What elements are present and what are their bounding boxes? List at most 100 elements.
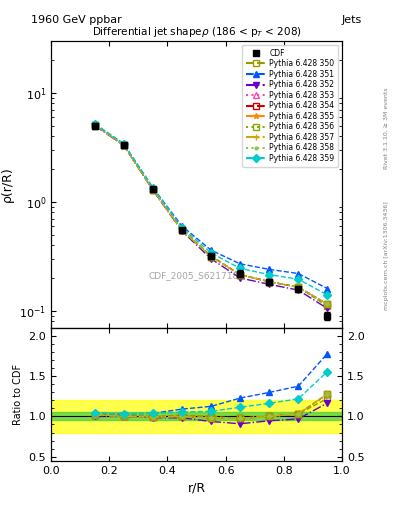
Pythia 6.428 353 (121, 142, 126, 148)
Line: Pythia 6.428 354: Pythia 6.428 354 (92, 122, 330, 307)
Pythia 6.428 350 (325, 303, 330, 309)
Pythia 6.428 354 (325, 301, 330, 307)
Pythia 6.428 351 (267, 266, 272, 272)
Pythia 6.428 354 (267, 279, 272, 285)
Pythia 6.428 351 (151, 185, 155, 191)
Pythia 6.428 358 (325, 301, 330, 307)
Pythia 6.428 359 (151, 185, 155, 191)
Pythia 6.428 354 (151, 187, 155, 193)
Pythia 6.428 359 (180, 225, 184, 231)
Pythia 6.428 353 (267, 279, 272, 285)
Pythia 6.428 356 (180, 227, 184, 233)
Pythia 6.428 357 (92, 122, 97, 128)
Pythia 6.428 352 (209, 256, 213, 262)
Line: Pythia 6.428 357: Pythia 6.428 357 (92, 122, 330, 307)
Pythia 6.428 356 (325, 301, 330, 307)
Pythia 6.428 355 (121, 142, 126, 148)
Pythia 6.428 352 (296, 287, 301, 293)
Pythia 6.428 358 (121, 142, 126, 148)
Pythia 6.428 351 (180, 223, 184, 229)
Pythia 6.428 358 (151, 187, 155, 193)
Pythia 6.428 354 (296, 284, 301, 290)
Pythia 6.428 353 (238, 271, 242, 278)
Pythia 6.428 353 (180, 227, 184, 233)
Pythia 6.428 357 (325, 301, 330, 307)
X-axis label: r/R: r/R (187, 481, 206, 494)
Line: Pythia 6.428 353: Pythia 6.428 353 (92, 122, 330, 307)
Pythia 6.428 355 (238, 271, 242, 278)
Pythia 6.428 355 (209, 253, 213, 260)
Pythia 6.428 357 (180, 227, 184, 233)
Pythia 6.428 358 (267, 279, 272, 285)
Pythia 6.428 353 (296, 284, 301, 290)
Pythia 6.428 351 (325, 286, 330, 292)
Pythia 6.428 353 (209, 253, 213, 260)
Line: Pythia 6.428 358: Pythia 6.428 358 (92, 122, 330, 307)
Pythia 6.428 358 (296, 284, 301, 290)
Line: Pythia 6.428 350: Pythia 6.428 350 (92, 122, 330, 309)
Pythia 6.428 350 (180, 226, 184, 232)
Pythia 6.428 357 (209, 253, 213, 260)
Pythia 6.428 357 (121, 142, 126, 148)
Pythia 6.428 352 (267, 281, 272, 287)
Pythia 6.428 350 (92, 122, 97, 128)
Pythia 6.428 351 (296, 270, 301, 276)
Pythia 6.428 358 (238, 271, 242, 278)
Text: 1960 GeV ppbar: 1960 GeV ppbar (31, 15, 122, 26)
Pythia 6.428 356 (238, 271, 242, 278)
Pythia 6.428 358 (209, 253, 213, 260)
Line: Pythia 6.428 359: Pythia 6.428 359 (92, 121, 330, 297)
Line: Pythia 6.428 351: Pythia 6.428 351 (92, 121, 330, 291)
Line: Pythia 6.428 356: Pythia 6.428 356 (92, 122, 330, 307)
Text: mcplots.cern.ch [arXiv:1306.3436]: mcplots.cern.ch [arXiv:1306.3436] (384, 202, 389, 310)
Pythia 6.428 354 (92, 122, 97, 128)
Pythia 6.428 359 (209, 250, 213, 256)
Pythia 6.428 355 (296, 284, 301, 290)
Pythia 6.428 355 (92, 122, 97, 128)
Pythia 6.428 353 (151, 187, 155, 193)
Line: Pythia 6.428 352: Pythia 6.428 352 (92, 123, 330, 311)
Pythia 6.428 351 (238, 261, 242, 267)
Pythia 6.428 350 (121, 142, 126, 148)
Pythia 6.428 350 (209, 253, 213, 259)
Pythia 6.428 359 (238, 265, 242, 271)
Pythia 6.428 356 (209, 253, 213, 260)
Pythia 6.428 350 (238, 271, 242, 278)
Pythia 6.428 359 (92, 121, 97, 127)
Pythia 6.428 356 (151, 187, 155, 193)
Pythia 6.428 359 (267, 271, 272, 278)
Pythia 6.428 351 (209, 247, 213, 253)
Pythia 6.428 352 (180, 228, 184, 234)
Text: Jets: Jets (341, 15, 362, 26)
Text: Rivet 3.1.10, ≥ 3M events: Rivet 3.1.10, ≥ 3M events (384, 87, 389, 169)
Pythia 6.428 355 (151, 187, 155, 193)
Pythia 6.428 352 (151, 187, 155, 193)
Pythia 6.428 351 (92, 121, 97, 127)
Pythia 6.428 358 (92, 122, 97, 128)
Pythia 6.428 354 (238, 271, 242, 278)
Pythia 6.428 350 (296, 284, 301, 290)
Pythia 6.428 359 (121, 141, 126, 147)
Y-axis label: Ratio to CDF: Ratio to CDF (13, 364, 23, 425)
Pythia 6.428 354 (209, 253, 213, 260)
Pythia 6.428 356 (121, 142, 126, 148)
Pythia 6.428 354 (121, 142, 126, 148)
Pythia 6.428 356 (296, 284, 301, 290)
Line: Pythia 6.428 355: Pythia 6.428 355 (92, 122, 330, 307)
Pythia 6.428 357 (267, 279, 272, 285)
Pythia 6.428 359 (325, 292, 330, 298)
Pythia 6.428 357 (296, 284, 301, 290)
Pythia 6.428 356 (92, 122, 97, 128)
Title: Differential jet shape$\rho$ (186 < p$_T$ < 208): Differential jet shape$\rho$ (186 < p$_T… (92, 26, 301, 39)
Pythia 6.428 355 (180, 227, 184, 233)
Legend: CDF, Pythia 6.428 350, Pythia 6.428 351, Pythia 6.428 352, Pythia 6.428 353, Pyt: CDF, Pythia 6.428 350, Pythia 6.428 351,… (242, 45, 338, 167)
Pythia 6.428 358 (180, 227, 184, 233)
Pythia 6.428 353 (92, 122, 97, 128)
Pythia 6.428 350 (267, 279, 272, 285)
Pythia 6.428 354 (180, 227, 184, 233)
Pythia 6.428 350 (151, 186, 155, 193)
Y-axis label: ρ(r/R): ρ(r/R) (1, 166, 14, 202)
Pythia 6.428 356 (267, 279, 272, 285)
Pythia 6.428 359 (296, 276, 301, 282)
Pythia 6.428 357 (238, 271, 242, 278)
